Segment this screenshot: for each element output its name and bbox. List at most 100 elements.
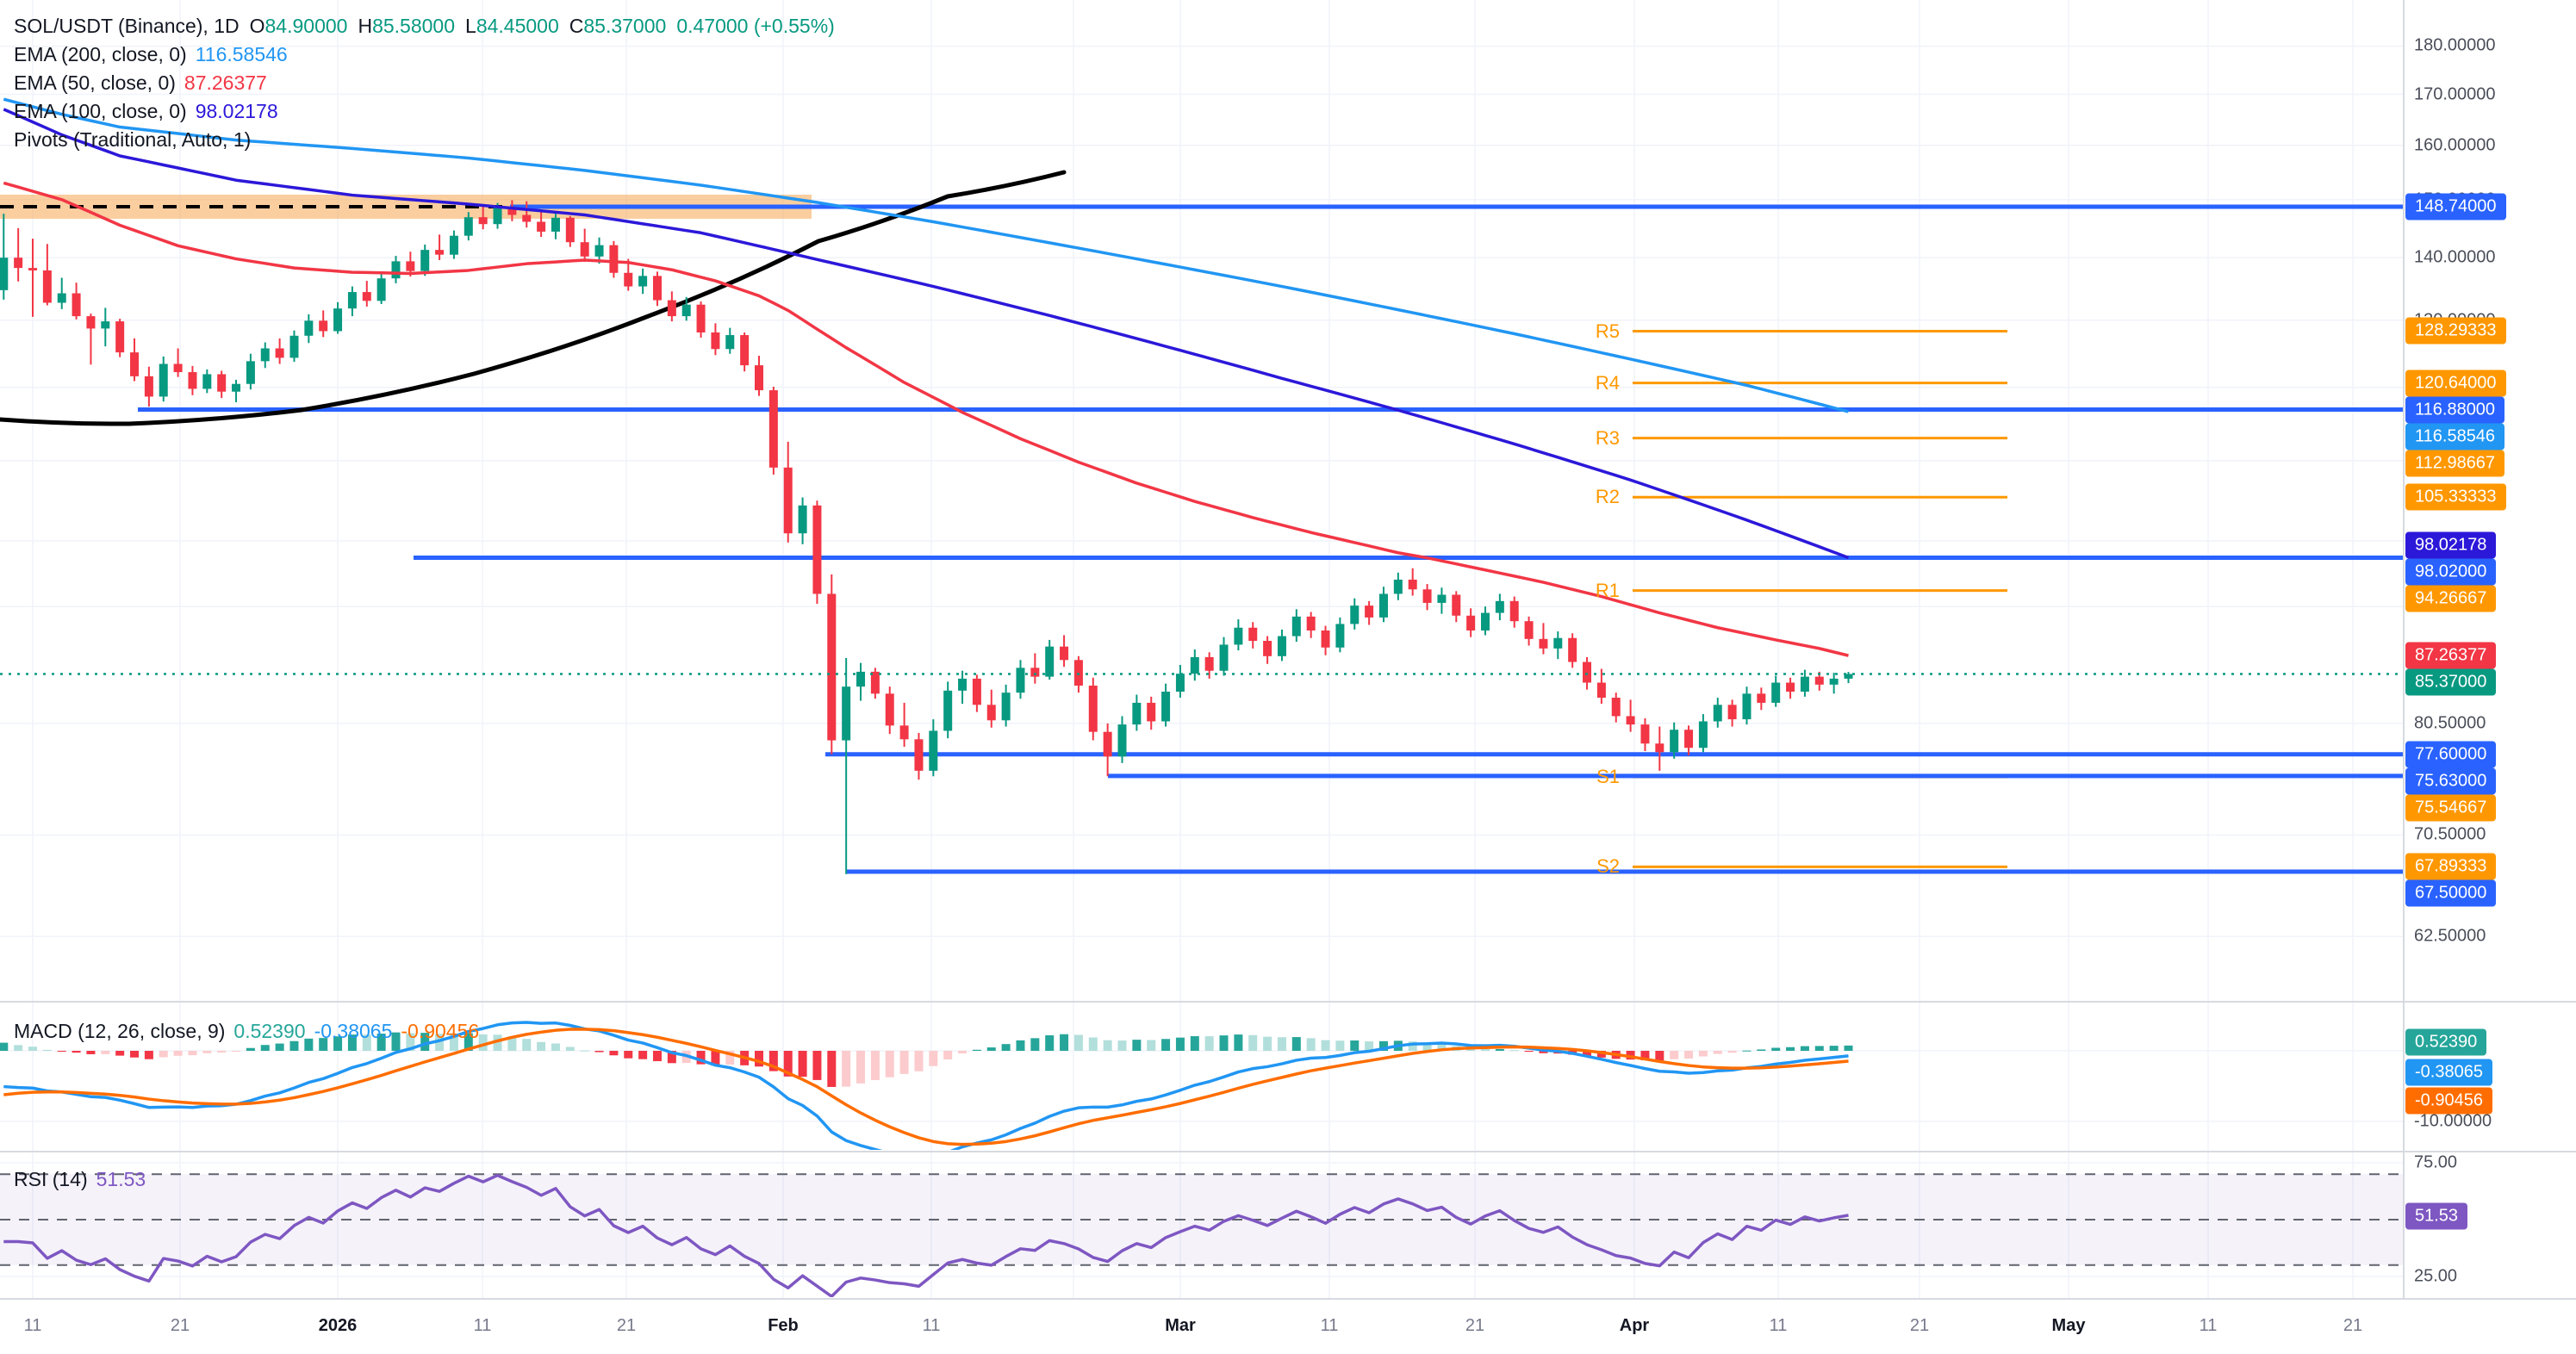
candle-body [362, 292, 371, 301]
indicator-legend-row[interactable]: EMA (200, close, 0) 116.58546 [14, 40, 835, 69]
candle-body [115, 321, 125, 353]
candle-body [929, 730, 938, 771]
candle-body [1786, 682, 1795, 692]
symbol-row[interactable]: SOL/USDT (Binance), 1D O84.90000 H85.58000… [14, 12, 835, 40]
candle-body [842, 686, 851, 741]
price-axis-label: -10.00000 [2414, 1111, 2492, 1131]
macd-name: MACD (12, 26, close, 9) [14, 1020, 226, 1042]
macd-histogram-bar [1277, 1037, 1286, 1051]
candle-body [1306, 616, 1316, 631]
macd-histogram-bar [333, 1036, 343, 1051]
candle-body [1757, 693, 1766, 703]
time-axis-label: 21 [1909, 1316, 1930, 1335]
candle-body [347, 292, 357, 309]
candle-body [217, 374, 227, 392]
candle-body [1378, 593, 1388, 618]
macd-histogram-bar [1684, 1051, 1694, 1059]
time-axis-label: Mar [1165, 1316, 1196, 1335]
candle-body [1190, 656, 1199, 674]
candle-body [159, 363, 168, 397]
candle-body [1626, 716, 1635, 725]
macd-histogram-bar [1248, 1034, 1258, 1051]
pivot-label-s2: S2 [1596, 855, 1620, 878]
time-axis-label: 11 [473, 1316, 492, 1335]
candle-body [1393, 579, 1403, 594]
axis-badge: -0.38065 [2405, 1059, 2492, 1086]
macd-histogram-bar [144, 1051, 153, 1059]
candle-body [551, 217, 560, 232]
candle-body [1844, 674, 1853, 679]
candle-body [1524, 621, 1534, 639]
candle-body [696, 304, 706, 332]
macd-histogram-bar [1190, 1036, 1199, 1051]
macd-histogram-bar [260, 1045, 270, 1051]
macd-histogram-bar [1365, 1041, 1374, 1051]
ohlc-values: O84.90000 H85.58000 L84.45000 C85.37000 [240, 15, 667, 37]
indicator-legend-row[interactable]: EMA (100, close, 0) 98.02178 [14, 97, 835, 126]
axis-badge: 112.98667 [2405, 450, 2505, 477]
candle-body [406, 261, 415, 271]
pivot-label-r5: R5 [1595, 320, 1620, 342]
candle-body [435, 250, 445, 255]
candle-body [1698, 721, 1708, 748]
candle-body [188, 372, 197, 389]
time-axis-label: 11 [23, 1316, 42, 1335]
candle-body [1117, 724, 1127, 757]
macd-histogram-bar [464, 1033, 473, 1051]
change-value: 0.47000 (+0.55%) [676, 15, 835, 37]
candle-body [870, 671, 880, 694]
macd-histogram-bar [406, 1033, 415, 1051]
curve-drawing[interactable] [0, 170, 1067, 426]
candle-body [1437, 594, 1447, 603]
macd-histogram-bar [173, 1051, 183, 1056]
macd-histogram-bar [565, 1047, 575, 1051]
macd-histogram-bar [1757, 1049, 1766, 1051]
symbol-title: SOL/USDT (Binance), 1D [14, 15, 240, 37]
macd-histogram-bar [391, 1032, 401, 1051]
indicator-legend-row[interactable]: Pivots (Traditional, Auto, 1) [14, 126, 835, 154]
macd-histogram-bar [478, 1034, 488, 1051]
candle-body [86, 316, 96, 329]
macd-histogram-bar [870, 1051, 880, 1081]
macd-histogram-bar [1117, 1040, 1127, 1051]
macd-histogram-bar [1030, 1038, 1040, 1051]
time-axis-label: 11 [1769, 1316, 1788, 1335]
candle-body [609, 245, 619, 273]
macd-histogram-bar [28, 1047, 37, 1051]
rsi-legend[interactable]: RSI (14) 51.53 [14, 1168, 146, 1191]
candle-body [28, 268, 37, 270]
axis-badge: 148.74000 [2405, 193, 2506, 220]
macd-histogram-bar [1060, 1034, 1069, 1051]
pivot-label-r3: R3 [1595, 426, 1620, 449]
ema100-line[interactable] [3, 108, 1850, 560]
candle-body [101, 321, 110, 329]
candles-layer [0, 200, 1853, 874]
macd-histogram-bar [217, 1051, 227, 1053]
candle-body [1147, 702, 1156, 722]
candle-body [885, 693, 894, 726]
indicator-legend-row[interactable]: EMA (50, close, 0) 87.26377 [14, 69, 835, 97]
candle-body [376, 278, 386, 301]
macd-histogram-bar [1524, 1051, 1534, 1053]
price-axis-label: 25.00 [2414, 1266, 2458, 1286]
indicator-value: 116.58546 [195, 43, 288, 65]
candle-body [1219, 644, 1229, 671]
candle-body [812, 505, 822, 594]
macd-histogram-bar [1073, 1034, 1083, 1051]
ema200-line[interactable] [3, 97, 1849, 413]
time-axis-label: 11 [922, 1316, 941, 1335]
candle-body [827, 593, 837, 741]
candle-body [740, 335, 750, 366]
candle-body [1611, 698, 1621, 717]
macd-histogram-bar [755, 1051, 763, 1067]
candle-body [1263, 641, 1272, 656]
macd-histogram-bar [1045, 1034, 1055, 1051]
macd-histogram-bar [958, 1051, 968, 1053]
candle-body [783, 467, 793, 534]
candle-body [1583, 661, 1592, 683]
macd-histogram-bar [72, 1051, 81, 1053]
ema50-line[interactable] [3, 181, 1849, 657]
candle-body [420, 250, 430, 271]
macd-legend[interactable]: MACD (12, 26, close, 9) 0.52390 -0.38065 -0… [14, 1020, 479, 1043]
